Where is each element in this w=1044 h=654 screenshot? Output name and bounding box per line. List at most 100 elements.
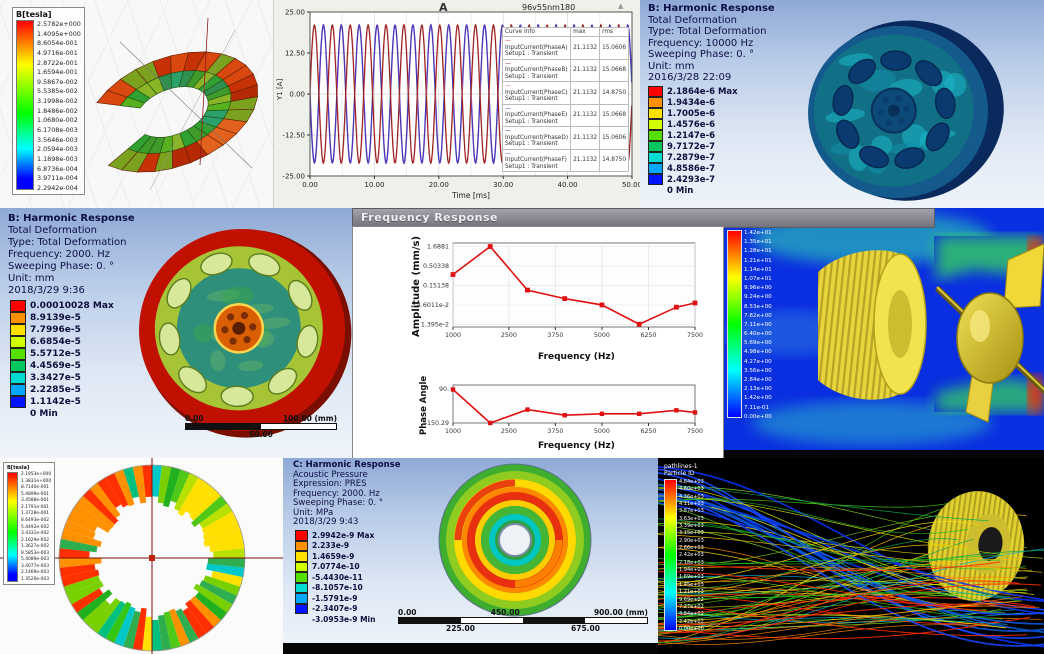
panel-harmonic-blue-wheel: B: Harmonic Response Total Deformation Typ… (640, 0, 1044, 208)
result-header: B: Harmonic Response Total Deformation Typ… (648, 3, 775, 84)
ruler-min: 0.00 (185, 414, 204, 423)
window-titlebar[interactable]: Frequency Response (352, 208, 935, 228)
legend-row: 1.1142e-5 (10, 396, 114, 408)
blue-wheel-model (808, 20, 1004, 201)
svg-text:-150.29: -150.29 (425, 420, 449, 427)
plot-corner-label: A (439, 1, 448, 14)
label-line: Unit: MPa (293, 507, 334, 518)
legend-row: 7.7996e-5 (10, 324, 114, 336)
label-line: Expression: PRES (293, 479, 367, 489)
legend-row: 8.9139e-5 (10, 312, 114, 324)
svg-text:1000: 1000 (445, 428, 461, 435)
legend-swatch (295, 551, 308, 562)
amplitude-xaxis-label: Frequency (Hz) (538, 352, 615, 362)
legend-value: 2.4293e-7 (667, 174, 716, 185)
legend-swatch (648, 174, 663, 185)
legend-value: 4.8586e-7 (667, 163, 716, 174)
svg-text:7500: 7500 (687, 332, 703, 339)
legend-value: 0.00010028 Max (30, 301, 114, 311)
svg-text:-25.00: -25.00 (282, 173, 305, 181)
label-line: 1.4095e+000 (37, 29, 81, 38)
svg-text:6250: 6250 (640, 332, 656, 339)
label-line: 0.00e+00 (679, 625, 704, 632)
label-line: C: Harmonic Response (293, 460, 401, 470)
label-line: B: Harmonic Response (8, 213, 135, 224)
label-line: Total Deformation (648, 14, 737, 26)
legend-row: 6.6854e-5 (10, 336, 114, 348)
label-line: 2.0594e-003 (37, 145, 78, 154)
legend-row: -1.5791e-9 (295, 593, 375, 604)
label-line: 5.4089e-003 (21, 557, 50, 563)
pressure-legend: 2.9942e-9 Max 2.233e-9 1.4659e-9 7.0774e-10… (295, 530, 375, 625)
phase-xaxis-label: Frequency (Hz) (538, 441, 615, 451)
label-line: 1.14e+01 (744, 266, 772, 273)
legend-value: -3.0953e-9 Min (312, 614, 376, 624)
svg-text:0.50338: 0.50338 (423, 263, 449, 270)
svg-text:1000: 1000 (445, 332, 461, 339)
curve-row: — InputCurrent(PhaseE) Setup1 : Transient… (501, 103, 630, 127)
legend-swatch (10, 348, 26, 360)
label-line: Unit: mm (648, 60, 695, 72)
svg-text:0.00: 0.00 (289, 91, 305, 99)
label-line: Total Deformation (8, 225, 97, 236)
legend-row: 9.7172e-7 (648, 141, 738, 152)
svg-text:50.00: 50.00 (622, 181, 641, 189)
label-line: 9.96e+00 (744, 285, 772, 292)
legend-row: 2.9942e-9 Max (295, 530, 375, 541)
label-line: 1.3627e-002 (21, 544, 50, 550)
label-line: 3.5646e-003 (37, 135, 78, 144)
legend-value: 1.1142e-5 (30, 397, 81, 407)
svg-text:1.395e-2: 1.395e-2 (421, 321, 449, 328)
curve-row: — InputCurrent(PhaseA) Setup1 : Transient… (501, 36, 630, 60)
legend-value: 2.1864e-6 Max (667, 86, 738, 97)
legend-row: 7.0774e-10 (295, 561, 375, 572)
label-line: 2.2942e-004 (37, 183, 78, 192)
ruler-bar (398, 617, 648, 624)
label-line: 1.07e+01 (744, 275, 772, 282)
colorbar-labels: 2.1953e+000 1.3831e+000 8.7140e-001 5.4899e… (21, 472, 51, 582)
legend-value: 1.4659e-9 (312, 551, 355, 561)
deformation-legend: 2.1864e-6 Max 1.9434e-6 1.7005e-6 1.4576e-6… (648, 86, 738, 196)
result-header: C: Harmonic Response Acoustic Pressure Exp… (293, 460, 401, 528)
legend-value: 1.2147e-6 (667, 130, 716, 141)
legend-swatch (648, 86, 663, 97)
label-line: 1.69e+03 (679, 574, 704, 581)
label-line: Unit: mm (8, 273, 55, 284)
label-line: 9.5867e-002 (37, 77, 78, 86)
svg-text:1.6881: 1.6881 (427, 244, 449, 251)
svg-text:12.50: 12.50 (285, 50, 305, 58)
label-line: 3.15e+03 (679, 530, 704, 537)
label-line: 0.00e+00 (744, 413, 772, 420)
label-line: 6.1708e-003 (37, 126, 78, 135)
field-legend-title: B[tesla] (16, 10, 52, 19)
legend-value: 7.7996e-5 (30, 325, 81, 335)
svg-text:6250: 6250 (640, 428, 656, 435)
legend-swatch (295, 593, 308, 604)
legend-swatch (295, 572, 308, 583)
amplitude-axis-label: Amplitude (mm/s) (411, 235, 422, 337)
legend-swatch (10, 396, 26, 408)
legend-swatch (648, 119, 663, 130)
ruler-bar (185, 423, 337, 430)
particle-colorbar: 4.84e+03 4.60e+03 4.36e+03 4.11e+03 3.87e+03… (664, 479, 704, 632)
legend-row: 2.2285e-5 (10, 384, 114, 396)
curve-row: — InputCurrent(PhaseB) Setup1 : Transient… (501, 58, 630, 82)
legend-row: 2.1864e-6 Max (648, 86, 738, 97)
legend-swatch (648, 141, 663, 152)
label-line: 5.4899e-001 (21, 491, 50, 497)
svg-text:-12.50: -12.50 (282, 132, 305, 140)
plot-pin-icon[interactable]: ▲ (618, 2, 624, 10)
legend-value: 2.9942e-9 Max (312, 530, 375, 540)
label-line: Sweeping Phase: 0. ° (648, 49, 754, 60)
legend-swatch (295, 603, 308, 614)
label-line: Frequency: 10000 Hz (648, 37, 754, 49)
label-line: 8.7140e-001 (21, 485, 50, 491)
label-line: 2018/3/29 9:36 (8, 285, 85, 296)
legend-row: 0 Min (648, 185, 738, 196)
legend-value: 8.9139e-5 (30, 313, 81, 323)
label-line: 1.21e+01 (744, 257, 772, 264)
label-line: 8.6054e-001 (37, 39, 78, 48)
legend-row: 4.8586e-7 (648, 163, 738, 174)
label-line: 2.42e+02 (679, 618, 704, 625)
